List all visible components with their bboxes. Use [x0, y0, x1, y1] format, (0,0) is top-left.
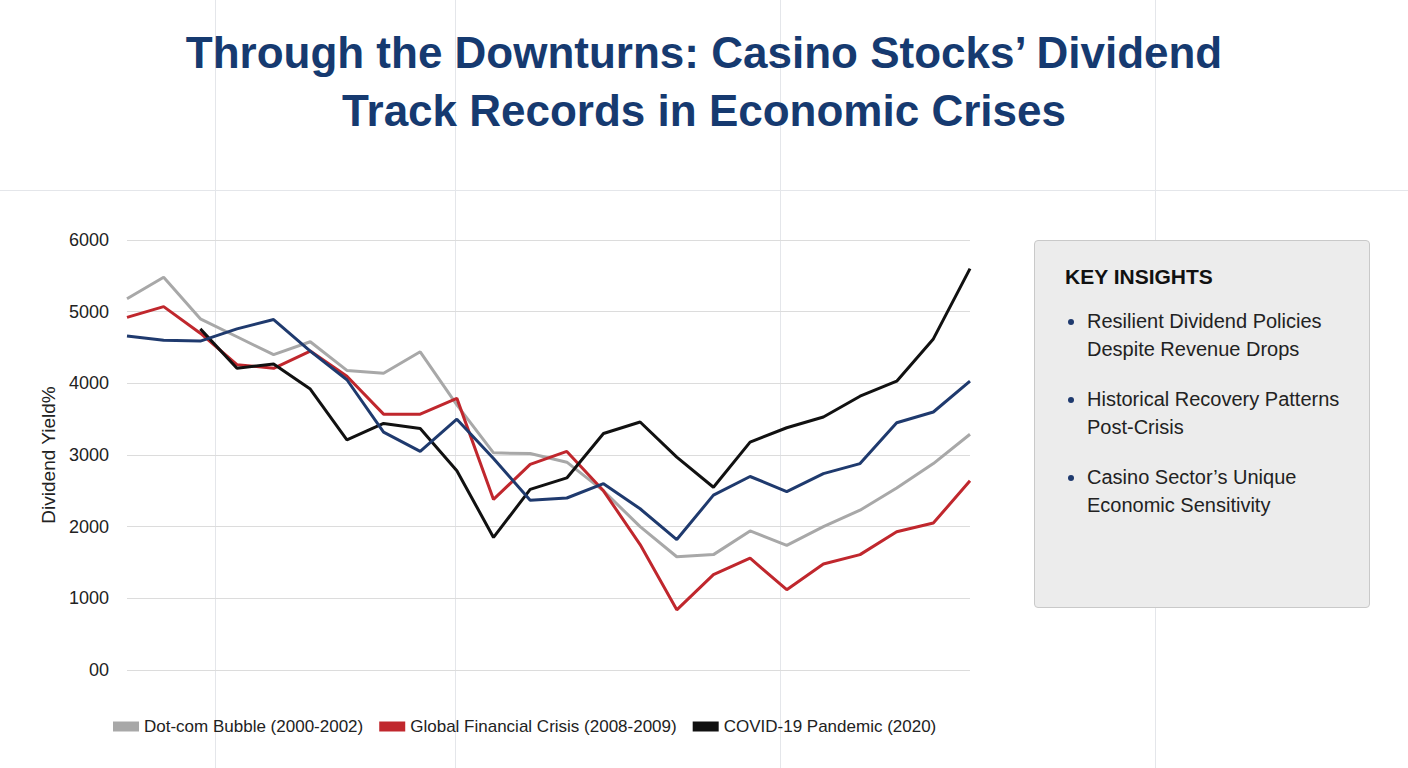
- svg-text:Dividend Yield%: Dividend Yield%: [38, 386, 59, 523]
- svg-text:3000: 3000: [69, 445, 109, 465]
- svg-text:COVID-19 Pandemic (2020): COVID-19 Pandemic (2020): [724, 717, 937, 736]
- svg-text:5000: 5000: [69, 302, 109, 322]
- html-text:Resilient Dividend Policies De: Resilient Dividend Policies Despite Reve…: [1087, 310, 1322, 360]
- svg-text:6000: 6000: [69, 230, 109, 250]
- html-text:Historical Recovery Patterns P: Historical Recovery Patterns Post-Crisis: [1087, 388, 1340, 438]
- html-text:KEY INSIGHTS: KEY INSIGHTS: [1065, 265, 1213, 288]
- svg-text:4000: 4000: [69, 373, 109, 393]
- html-text:Casino Sector’s Unique Economi: Casino Sector’s Unique Economic Sensitiv…: [1087, 466, 1297, 516]
- svg-text:00: 00: [89, 660, 109, 680]
- svg-text:1000: 1000: [69, 588, 109, 608]
- svg-text:Dot-com Bubble (2000-2002): Dot-com Bubble (2000-2002): [144, 717, 363, 736]
- svg-text:2000: 2000: [69, 517, 109, 537]
- svg-text:Global Financial Crisis (2008-: Global Financial Crisis (2008-2009): [410, 717, 676, 736]
- html-text:Through the Downturns: Casino: Through the Downturns: Casino Stocks’ Di…: [185, 28, 1223, 135]
